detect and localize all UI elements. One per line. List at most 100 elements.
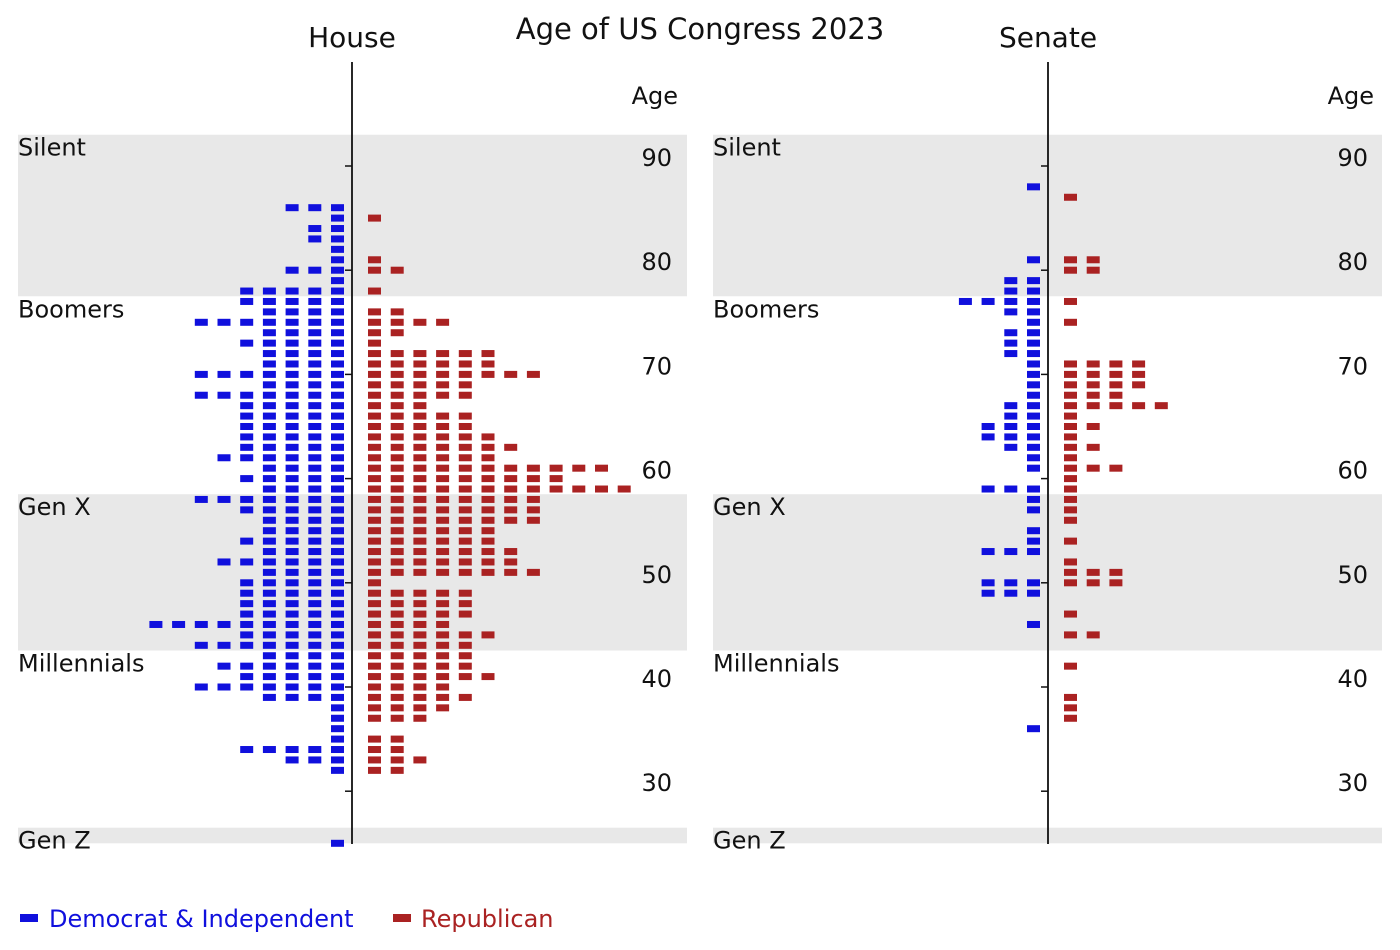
age-tick-label: 90 xyxy=(1337,144,1368,172)
republican-mark xyxy=(413,610,427,618)
democrat-mark xyxy=(981,548,995,556)
democrat-mark xyxy=(217,558,231,566)
republican-mark xyxy=(572,464,586,472)
republican-mark xyxy=(1086,381,1100,389)
democrat-mark xyxy=(262,527,276,535)
democrat-mark xyxy=(240,433,254,441)
democrat-mark xyxy=(240,412,254,420)
democrat-mark xyxy=(262,360,276,368)
republican-mark xyxy=(1109,391,1123,399)
democrat-mark xyxy=(240,673,254,681)
democrat-mark xyxy=(240,662,254,670)
republican-mark xyxy=(413,527,427,535)
age-tick-label: 40 xyxy=(641,665,672,693)
republican-mark xyxy=(1086,370,1100,378)
republican-mark xyxy=(413,475,427,483)
republican-mark xyxy=(390,641,404,649)
republican-mark xyxy=(1064,454,1077,462)
republican-mark xyxy=(413,402,427,410)
democrat-mark xyxy=(1027,256,1040,264)
democrat-mark xyxy=(285,548,299,556)
republican-mark xyxy=(436,652,450,660)
republican-mark xyxy=(481,548,495,556)
democrat-mark xyxy=(981,579,995,587)
republican-mark xyxy=(413,423,427,430)
republican-mark xyxy=(413,370,427,378)
democrat-mark xyxy=(1004,350,1018,358)
democrat-mark xyxy=(217,318,231,326)
republican-mark xyxy=(458,662,472,670)
republican-mark xyxy=(504,506,518,514)
republican-mark xyxy=(481,475,495,483)
republican-mark xyxy=(368,610,381,618)
republican-mark xyxy=(390,631,404,639)
generation-label: Millennials xyxy=(713,650,839,678)
republican-mark xyxy=(458,589,472,597)
democrat-mark xyxy=(285,693,299,701)
republican-mark xyxy=(1086,631,1100,639)
republican-mark xyxy=(390,464,404,472)
republican-mark xyxy=(368,370,381,378)
democrat-mark xyxy=(308,506,322,514)
republican-mark xyxy=(481,454,495,462)
republican-mark xyxy=(390,360,404,368)
republican-mark xyxy=(368,600,381,608)
republican-mark xyxy=(481,568,495,576)
republican-mark xyxy=(436,485,450,493)
democrat-mark xyxy=(240,506,254,514)
democrat-mark xyxy=(1027,433,1040,441)
chart-title: Age of US Congress 2023 xyxy=(516,12,884,46)
republican-mark xyxy=(481,433,495,441)
democrat-mark xyxy=(1004,308,1018,316)
republican-mark xyxy=(1064,423,1077,430)
democrat-mark xyxy=(262,516,276,524)
republican-mark xyxy=(368,756,381,764)
democrat-mark xyxy=(308,235,322,243)
democrat-mark xyxy=(285,537,299,545)
republican-mark xyxy=(413,620,427,628)
democrat-mark xyxy=(331,558,344,566)
democrat-mark xyxy=(1004,443,1018,451)
democrat-mark xyxy=(194,370,208,378)
democrat-mark xyxy=(240,600,254,608)
democrat-mark xyxy=(262,443,276,451)
republican-mark xyxy=(1154,402,1168,410)
democrat-mark xyxy=(285,495,299,503)
republican-mark xyxy=(436,412,450,420)
democrat-mark xyxy=(1027,402,1040,410)
republican-mark xyxy=(1064,193,1077,201)
democrat-mark xyxy=(217,370,231,378)
republican-mark xyxy=(368,693,381,701)
democrat-mark xyxy=(240,631,254,639)
democrat-mark xyxy=(1027,329,1040,337)
democrat-mark xyxy=(262,433,276,441)
democrat-mark xyxy=(331,391,344,399)
republican-mark xyxy=(368,652,381,660)
age-axis-label: Age xyxy=(632,82,678,110)
democrat-mark xyxy=(285,673,299,681)
republican-mark xyxy=(413,714,427,722)
republican-mark xyxy=(436,589,450,597)
republican-mark xyxy=(504,464,518,472)
republican-mark xyxy=(504,370,518,378)
republican-mark xyxy=(1064,464,1077,472)
democrat-mark xyxy=(308,631,322,639)
democrat-mark xyxy=(1004,485,1018,493)
republican-mark xyxy=(390,714,404,722)
republican-mark xyxy=(436,693,450,701)
democrat-mark xyxy=(262,610,276,618)
republican-mark xyxy=(549,475,563,483)
republican-mark xyxy=(1064,402,1077,410)
democrat-mark xyxy=(308,297,322,305)
democrat-mark xyxy=(331,245,344,253)
democrat-mark xyxy=(240,579,254,587)
democrat-mark xyxy=(149,620,163,628)
democrat-mark xyxy=(331,506,344,514)
democrat-mark xyxy=(240,589,254,597)
republican-mark xyxy=(1086,256,1100,264)
democrat-mark xyxy=(331,714,344,722)
democrat-mark xyxy=(285,391,299,399)
republican-mark xyxy=(458,485,472,493)
democrat-mark xyxy=(308,318,322,326)
republican-mark xyxy=(1064,506,1077,514)
